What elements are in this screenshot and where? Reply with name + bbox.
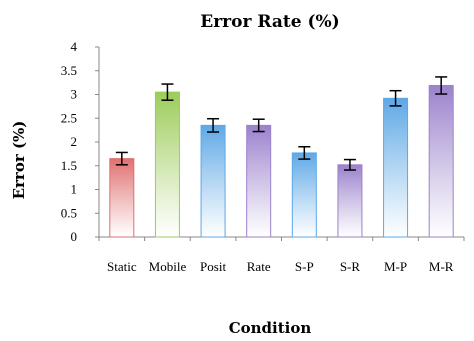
error-bar-s-p xyxy=(298,146,311,160)
bar-posit xyxy=(200,124,226,238)
error-bar-m-r xyxy=(435,76,448,95)
category-label: M-P xyxy=(384,259,407,274)
category-label: Static xyxy=(107,259,137,274)
y-tick-label: 2 xyxy=(71,134,78,149)
error-bar-mobile xyxy=(161,83,174,101)
chart-title: Error Rate (%) xyxy=(200,12,339,32)
error-bar-s-r xyxy=(343,158,356,171)
category-label: S-R xyxy=(340,259,361,274)
category-label: M-R xyxy=(429,259,454,274)
y-axis-label: Error (%) xyxy=(10,121,28,200)
y-tick-label: 3 xyxy=(71,87,78,102)
bar-m-r xyxy=(428,84,454,238)
y-tick-label: 0.5 xyxy=(61,205,77,220)
error-bar-rate xyxy=(252,118,265,133)
category-label: Posit xyxy=(200,259,226,274)
bar-static xyxy=(109,158,135,238)
y-axis: 0 0.5 1 1.5 2 2.5 3 3.5 4 xyxy=(61,39,100,244)
error-bar-m-p xyxy=(389,89,402,107)
category-label: S-P xyxy=(295,259,314,274)
y-tick-label: 4 xyxy=(71,39,78,54)
error-bars xyxy=(115,76,448,171)
y-tick-label: 1 xyxy=(71,182,78,197)
x-axis-label: Condition xyxy=(229,319,312,337)
category-label: Rate xyxy=(247,259,271,274)
y-tick-label: 1.5 xyxy=(61,158,77,173)
y-tick-label: 0 xyxy=(71,229,78,244)
bar-mobile xyxy=(154,91,180,238)
category-labels: Static Mobile Posit Rate S-P S-R M-P M-R xyxy=(107,259,454,274)
error-bar-static xyxy=(115,151,128,166)
bar-rate xyxy=(246,124,272,238)
bar-s-r xyxy=(337,164,363,238)
error-bar-posit xyxy=(207,117,220,133)
bar-m-p xyxy=(383,97,409,238)
y-tick-label: 3.5 xyxy=(61,63,77,78)
category-label: Mobile xyxy=(149,259,187,274)
y-tick-label: 2.5 xyxy=(61,110,77,125)
x-axis xyxy=(98,236,465,241)
bar-s-p xyxy=(291,152,317,238)
bars xyxy=(109,84,454,238)
